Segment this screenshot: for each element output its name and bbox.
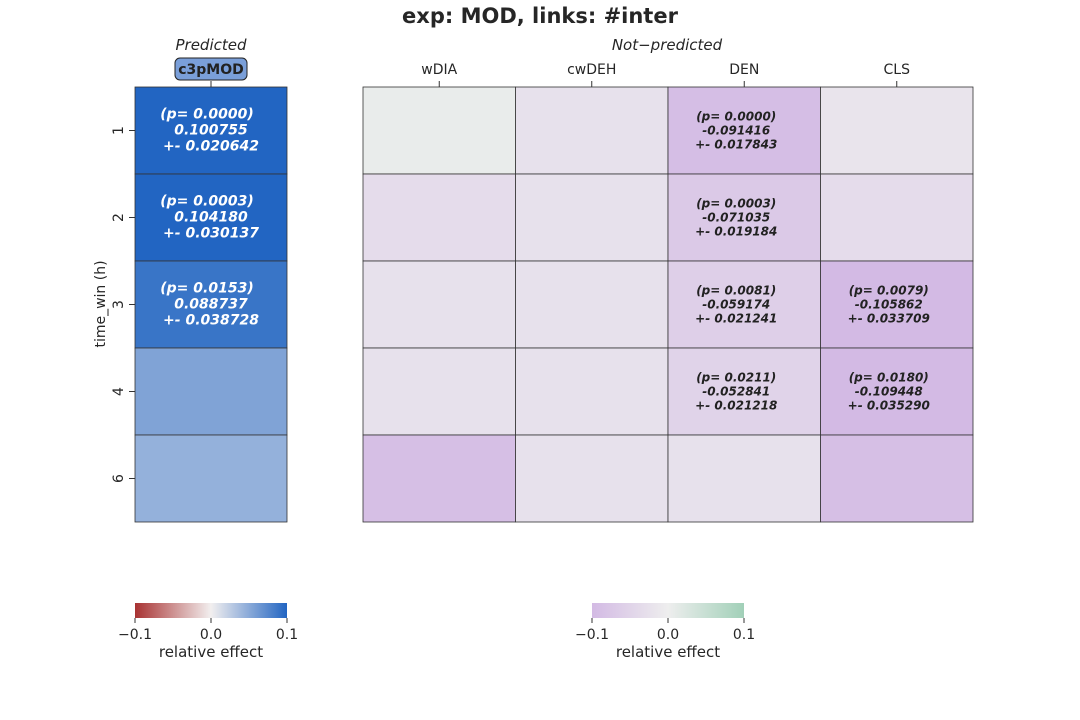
cell-annotation: (p= 0.0000) -0.091416 +- 0.017843 xyxy=(695,109,777,151)
column-label: cwDEH xyxy=(567,62,616,78)
annotation-value: -0.091416 xyxy=(702,123,770,137)
annotation-value: -0.059174 xyxy=(702,297,770,311)
colorbar-tick-label: 0.0 xyxy=(200,627,222,643)
colorbar-tick-label: −0.1 xyxy=(575,627,609,643)
annotation-p-value: (p= 0.0000) xyxy=(696,109,776,123)
heatmap-cell xyxy=(362,173,516,262)
figure-title: exp: MOD, links: #inter xyxy=(402,4,679,28)
row-label: 2 xyxy=(111,213,127,222)
annotation-value: 0.100755 xyxy=(174,123,248,139)
not-predicted-header: Not−predicted xyxy=(612,36,723,54)
annotation-error: +- 0.020642 xyxy=(163,139,259,155)
heatmap-cell xyxy=(362,434,516,523)
colorbar-label: relative effect xyxy=(616,643,720,661)
y-axis-label: time_win (h) xyxy=(93,260,109,347)
annotation-value: -0.052841 xyxy=(702,384,770,398)
colorbar xyxy=(592,603,744,618)
annotation-p-value: (p= 0.0003) xyxy=(160,194,253,210)
heatmap-cell xyxy=(515,86,669,175)
row-label: 4 xyxy=(111,387,127,396)
annotation-p-value: (p= 0.0211) xyxy=(696,370,776,384)
column-label: c3pMOD xyxy=(178,62,244,78)
annotation-p-value: (p= 0.0081) xyxy=(696,283,776,297)
heatmap-cell xyxy=(134,347,288,436)
heatmap-cell xyxy=(820,173,974,262)
colorbar xyxy=(135,603,287,618)
predicted-heatmap: (p= 0.0000) 0.100755 +- 0.020642 (p= 0.0003… xyxy=(111,57,288,523)
cell-annotation: (p= 0.0211) -0.052841 +- 0.021218 xyxy=(695,370,777,412)
heatmap-cell xyxy=(820,347,974,436)
annotation-p-value: (p= 0.0153) xyxy=(160,281,253,297)
heatmap-cell xyxy=(134,434,288,523)
colorbar-tick-label: 0.0 xyxy=(657,627,679,643)
cell-annotation: (p= 0.0180) -0.109448 +- 0.035290 xyxy=(848,370,930,412)
annotation-value: 0.088737 xyxy=(174,297,248,313)
colorbar-tick-label: 0.1 xyxy=(733,627,755,643)
cell-annotation: (p= 0.0153) 0.088737 +- 0.038728 xyxy=(160,281,259,329)
row-label: 3 xyxy=(111,300,127,309)
row-label: 6 xyxy=(111,474,127,483)
heatmap-cell xyxy=(362,260,516,349)
heatmap-cell xyxy=(134,86,288,175)
annotation-p-value: (p= 0.0000) xyxy=(160,107,253,123)
annotation-p-value: (p= 0.0003) xyxy=(696,196,776,210)
annotation-error: +- 0.017843 xyxy=(695,137,777,151)
heatmap-cell xyxy=(667,347,821,436)
column-label: CLS xyxy=(884,62,911,78)
heatmap-cell xyxy=(515,260,669,349)
cell-annotation: (p= 0.0003) 0.104180 +- 0.030137 xyxy=(160,194,259,242)
annotation-value: -0.105862 xyxy=(855,297,923,311)
predicted-header: Predicted xyxy=(175,36,246,54)
heatmap-cell xyxy=(362,347,516,436)
colorbar-tick-label: −0.1 xyxy=(118,627,152,643)
cell-annotation: (p= 0.0000) 0.100755 +- 0.020642 xyxy=(160,107,259,155)
heatmap-cell xyxy=(515,347,669,436)
colorbar-label: relative effect xyxy=(159,643,263,661)
column-label-box xyxy=(174,57,248,81)
colorbar-tick-label: 0.1 xyxy=(276,627,298,643)
not-predicted-heatmap: (p= 0.0000) -0.091416 +- 0.017843(p= 0.000… xyxy=(362,62,974,523)
annotation-error: +- 0.033709 xyxy=(848,311,930,325)
annotation-error: +- 0.038728 xyxy=(163,313,259,329)
annotation-error: +- 0.019184 xyxy=(695,224,777,238)
heatmap-cell xyxy=(134,260,288,349)
cell-annotation: (p= 0.0079) -0.105862 +- 0.033709 xyxy=(848,283,930,325)
annotation-error: +- 0.021218 xyxy=(695,398,777,412)
heatmap-cell xyxy=(134,173,288,262)
heatmap-cell xyxy=(820,86,974,175)
annotation-p-value: (p= 0.0079) xyxy=(849,283,929,297)
annotation-value: 0.104180 xyxy=(174,210,248,226)
cell-annotation: (p= 0.0081) -0.059174 +- 0.021241 xyxy=(695,283,777,325)
row-label: 1 xyxy=(111,126,127,135)
heatmap-cell xyxy=(820,260,974,349)
heatmap-cell xyxy=(515,173,669,262)
annotation-value: -0.071035 xyxy=(702,210,770,224)
heatmap-cell xyxy=(362,86,516,175)
heatmap-cell xyxy=(667,260,821,349)
annotation-error: +- 0.021241 xyxy=(695,311,777,325)
annotation-error: +- 0.035290 xyxy=(848,398,930,412)
colorbars: −0.1 0.0 0.1 relative effect −0.1 0.0 0.1 relat… xyxy=(118,603,755,661)
column-label: wDIA xyxy=(421,62,457,78)
heatmap-cell xyxy=(820,434,974,523)
cell-annotation: (p= 0.0003) -0.071035 +- 0.019184 xyxy=(695,196,777,238)
heatmap-cell xyxy=(515,434,669,523)
annotation-error: +- 0.030137 xyxy=(163,226,259,242)
annotation-value: -0.109448 xyxy=(855,384,923,398)
column-label: DEN xyxy=(729,62,759,78)
annotation-p-value: (p= 0.0180) xyxy=(849,370,929,384)
heatmap-cell xyxy=(667,434,821,523)
